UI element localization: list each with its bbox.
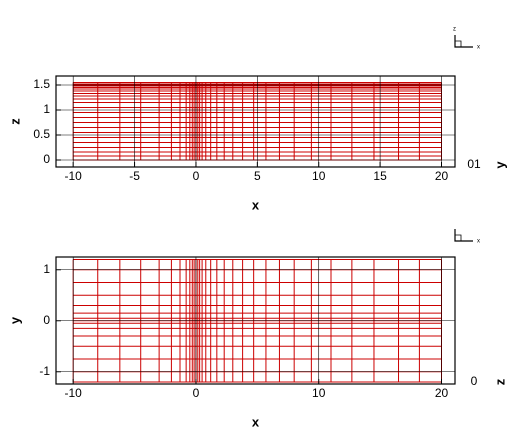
side-label: 0 — [471, 374, 478, 388]
x-tick-label: 0 — [193, 386, 200, 400]
x-tick-label: 0 — [193, 169, 200, 183]
x-tick-label: -10 — [65, 386, 83, 400]
x-tick-label: -10 — [65, 169, 83, 183]
x-tick-label: 20 — [435, 386, 449, 400]
y-axis-label: y — [7, 316, 22, 324]
axis-triad — [454, 229, 473, 242]
y-tick-label: -1 — [39, 364, 50, 378]
x-tick-label: 20 — [435, 169, 449, 183]
y-axis-label: z — [7, 118, 22, 125]
plot-frame — [55, 75, 456, 168]
triad-label: x — [477, 239, 480, 245]
y-tick-label: 0 — [43, 313, 50, 327]
triad-label: x — [477, 45, 480, 51]
y-tick-label: 0.5 — [33, 127, 50, 141]
y-tick-label: 1.5 — [33, 77, 50, 91]
axis-triad — [455, 40, 462, 47]
side-label: 01 — [467, 157, 481, 171]
axis-triad — [455, 234, 462, 241]
y-tick-label: 1 — [43, 102, 50, 116]
triad-label: z — [453, 27, 456, 33]
x-axis-label: x — [252, 197, 260, 212]
x-tick-label: 15 — [373, 169, 387, 183]
axis-triad — [454, 35, 473, 48]
x-tick-label: 5 — [254, 169, 261, 183]
y-tick-label: 1 — [43, 262, 50, 276]
x-tick-label: -5 — [129, 169, 140, 183]
x-tick-label: 10 — [312, 386, 326, 400]
side-label: z — [492, 378, 507, 385]
x-axis-label: x — [252, 414, 260, 429]
x-tick-label: 10 — [312, 169, 326, 183]
y-tick-label: 0 — [43, 152, 50, 166]
side-label: y — [492, 161, 507, 169]
